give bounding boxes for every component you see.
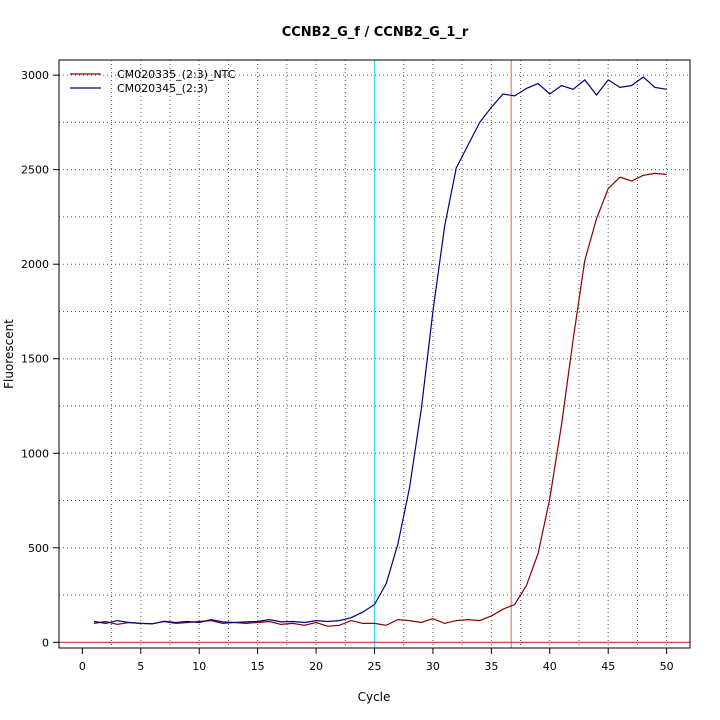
y-tick-label: 2500 xyxy=(21,164,49,177)
x-tick-label: 10 xyxy=(192,660,206,673)
x-tick-label: 50 xyxy=(660,660,674,673)
y-tick-label: 500 xyxy=(28,542,49,555)
x-tick-label: 40 xyxy=(543,660,557,673)
y-tick-label: 0 xyxy=(42,636,49,649)
legend-label-2: CM020345_(2:3) xyxy=(117,82,208,95)
series-layer xyxy=(94,76,667,627)
y-tick-label: 1000 xyxy=(21,447,49,460)
x-tick-label: 0 xyxy=(79,660,86,673)
x-tick-label: 30 xyxy=(426,660,440,673)
reference-lines xyxy=(59,60,690,648)
chart-title: CCNB2_G_f / CCNB2_G_1_r xyxy=(282,25,469,40)
legend-label-1: CM020335_(2:3)_NTC xyxy=(117,68,236,81)
x-tick-label: 45 xyxy=(601,660,615,673)
x-tick-label: 35 xyxy=(484,660,498,673)
y-axis: 0 500 1000 1500 2000 2500 3000 xyxy=(21,69,59,649)
x-tick-label: 25 xyxy=(368,660,382,673)
y-tick-label: 3000 xyxy=(21,69,49,82)
y-tick-label: 1500 xyxy=(21,353,49,366)
x-tick-label: 20 xyxy=(309,660,323,673)
x-tick-label: 15 xyxy=(251,660,265,673)
y-tick-label: 2000 xyxy=(21,258,49,271)
x-axis: 0 5 10 15 20 25 30 35 40 45 50 xyxy=(79,648,674,673)
y-axis-label: Fluorescent xyxy=(2,319,16,389)
series-line-1 xyxy=(94,172,667,627)
x-axis-label: Cycle xyxy=(358,690,391,704)
series-line-2 xyxy=(94,76,667,625)
x-tick-label: 5 xyxy=(137,660,144,673)
